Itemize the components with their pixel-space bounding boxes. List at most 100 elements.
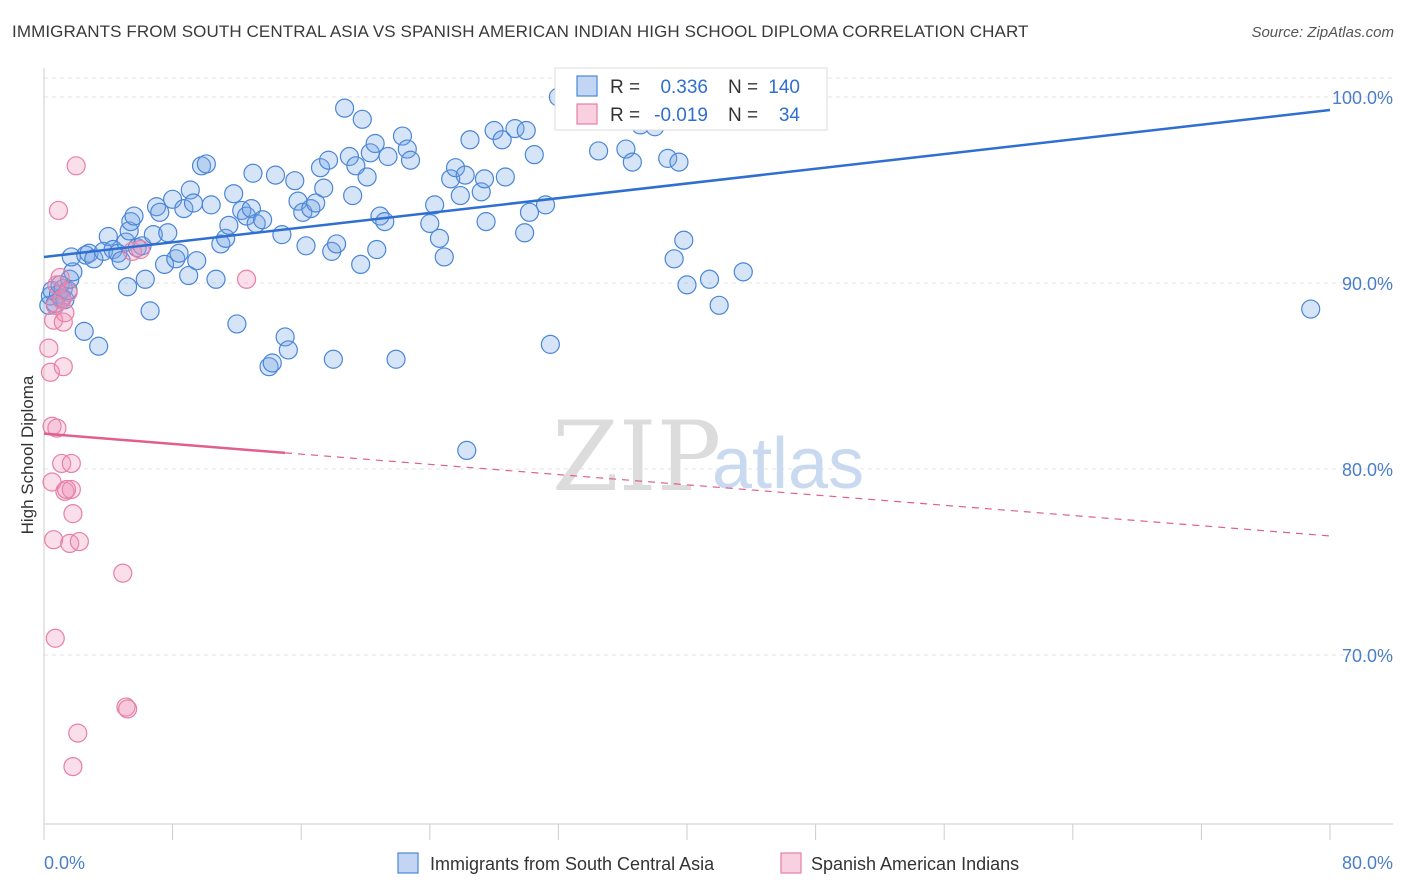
scatter-point xyxy=(196,154,216,174)
scatter-point xyxy=(154,254,175,274)
scatter-point xyxy=(310,158,331,178)
scatter-point xyxy=(61,453,81,474)
scatter-point xyxy=(206,269,226,289)
legend-r-label-1: R = xyxy=(610,77,640,98)
series-pink-points xyxy=(39,156,257,777)
y-axis-label: High School Diploma xyxy=(18,375,37,534)
scatter-point xyxy=(66,156,86,176)
bottom-legend-label-blue: Immigrants from South Central Asia xyxy=(430,854,715,874)
scatter-point xyxy=(52,453,72,474)
scatter-point xyxy=(253,210,273,230)
scatter-point xyxy=(56,479,77,500)
scatter-point xyxy=(540,334,560,354)
legend-r-value-2: -0.019 xyxy=(654,105,708,126)
bottom-legend-label-pink: Spanish American Indians xyxy=(811,854,1019,874)
scatter-point xyxy=(50,267,70,288)
scatter-point xyxy=(677,275,697,295)
source-label: Source: ZipAtlas.com xyxy=(1251,24,1394,41)
scatter-point xyxy=(219,215,239,235)
scatter-point xyxy=(386,349,406,369)
scatter-point xyxy=(352,109,372,129)
legend-n-value-1: 140 xyxy=(768,77,800,98)
legend-box xyxy=(554,67,828,131)
scatter-point xyxy=(323,349,343,369)
x-tick-labels: 0.0% 80.0% xyxy=(44,853,1393,873)
scatter-point xyxy=(588,141,609,161)
scatter-point xyxy=(166,249,186,269)
scatter-point xyxy=(658,148,678,168)
scatter-point xyxy=(63,756,83,777)
scatter-point xyxy=(45,628,65,648)
gridlines xyxy=(44,77,1393,656)
scatter-point xyxy=(492,130,512,150)
scatter-point xyxy=(150,202,170,222)
watermark: ZIP atlas xyxy=(552,401,864,513)
trendline-pink-dashed xyxy=(285,452,1331,537)
scatter-point xyxy=(318,150,339,170)
axes xyxy=(43,68,1393,840)
scatter-point xyxy=(425,195,445,215)
scatter-point xyxy=(733,262,753,282)
scatter-point xyxy=(89,336,109,356)
scatter-point xyxy=(669,152,689,172)
scatter-point xyxy=(224,184,244,204)
scatter-point xyxy=(262,353,282,373)
scatter-point xyxy=(44,530,64,550)
scatter-point xyxy=(314,178,334,198)
scatter-point xyxy=(367,239,387,260)
x-tick-label: 80.0% xyxy=(1342,853,1393,873)
legend-n-label-2: N = xyxy=(728,105,758,126)
bottom-legend-swatch-pink xyxy=(780,852,802,874)
scatter-point xyxy=(124,206,144,226)
y-tick-labels: 100.0% 90.0% 80.0% 70.0% xyxy=(1332,88,1393,666)
scatter-point xyxy=(130,239,151,260)
scatter-point xyxy=(455,165,475,185)
scatter-point xyxy=(343,185,363,206)
scatter-point xyxy=(58,282,78,302)
chart-title: IMMIGRANTS FROM SOUTH CENTRAL ASIA VS SP… xyxy=(12,22,1029,41)
scatter-point xyxy=(524,145,544,165)
scatter-point xyxy=(476,212,496,232)
scatter-point xyxy=(201,195,221,215)
scatter-point xyxy=(140,301,160,321)
scatter-point xyxy=(259,357,279,377)
trendline-pink-solid xyxy=(43,432,286,455)
scatter-point xyxy=(169,243,189,263)
scatter-point xyxy=(278,340,298,360)
scatter-point xyxy=(227,314,247,334)
scatter-point xyxy=(61,479,81,500)
scatter-point xyxy=(44,310,64,330)
scatter-point xyxy=(434,247,454,267)
x-tick-label: 0.0% xyxy=(44,853,85,873)
scatter-point xyxy=(265,165,286,185)
scatter-point xyxy=(397,139,417,159)
scatter-point xyxy=(158,223,178,243)
scatter-point xyxy=(60,533,80,554)
scatter-point xyxy=(55,303,75,323)
scatter-point xyxy=(516,120,536,141)
trendline-blue xyxy=(43,108,1331,259)
scatter-point xyxy=(63,504,83,524)
y-tick-label: 70.0% xyxy=(1342,646,1393,666)
scatter-point xyxy=(474,169,495,189)
legend-swatch-pink xyxy=(576,103,598,125)
scatter-point xyxy=(47,418,67,438)
scatter-point xyxy=(135,269,155,289)
scatter-point xyxy=(113,563,133,583)
scatter-point xyxy=(117,277,138,297)
scatter-point xyxy=(709,295,729,315)
scatter-point xyxy=(674,230,694,250)
scatter-point xyxy=(445,158,466,178)
scatter-point xyxy=(450,185,470,206)
scatter-point xyxy=(441,169,461,189)
scatter-point xyxy=(351,254,371,274)
scatter-point xyxy=(39,338,59,358)
scatter-point xyxy=(84,249,104,269)
y-tick-label: 100.0% xyxy=(1332,88,1393,108)
series-blue-points xyxy=(39,87,1321,460)
scatter-point xyxy=(296,236,316,256)
scatter-point xyxy=(378,146,398,167)
scatter-point xyxy=(699,269,720,289)
scatter-point xyxy=(357,167,377,187)
